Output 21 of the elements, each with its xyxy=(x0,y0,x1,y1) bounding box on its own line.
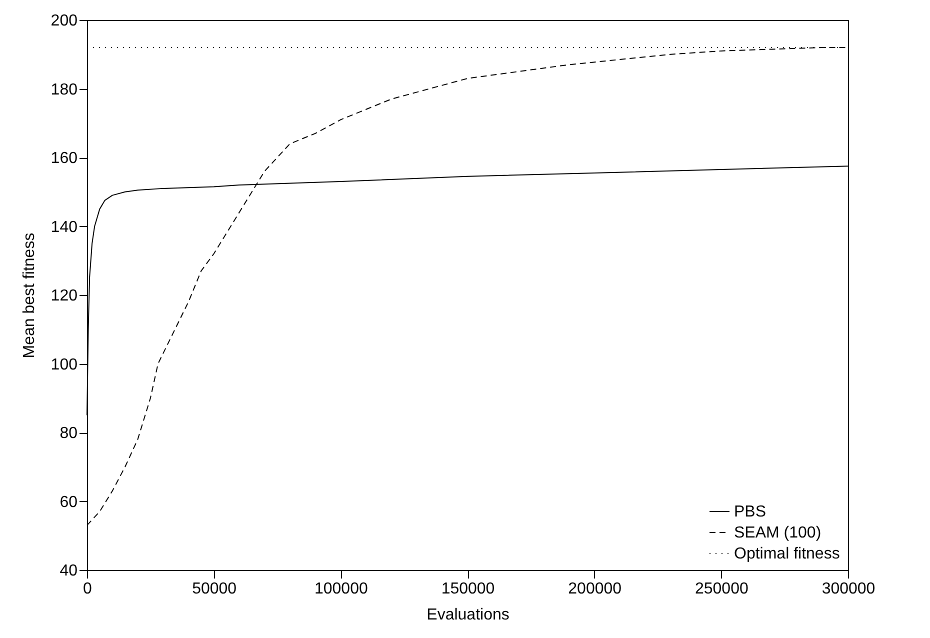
y-tick-label: 80 xyxy=(60,425,78,442)
y-tick-label: 160 xyxy=(50,150,78,167)
y-tick-label: 180 xyxy=(50,81,78,98)
x-tick-label: 250000 xyxy=(694,580,748,598)
x-tick-label: 0 xyxy=(83,580,92,598)
x-tick-label: 150000 xyxy=(441,580,495,598)
x-tick-label: 50000 xyxy=(192,580,237,598)
y-tick-label: 100 xyxy=(50,356,78,374)
y-tick-label: 60 xyxy=(60,494,78,511)
y-tick-label: 140 xyxy=(50,218,78,236)
y-tick-label: 40 xyxy=(60,562,78,580)
legend-label: PBS xyxy=(734,504,766,520)
x-tick-label: 100000 xyxy=(314,580,368,598)
y-axis-title: Mean best fitness xyxy=(20,232,38,358)
legend-label: SEAM (100) xyxy=(734,524,822,542)
y-tick-label: 120 xyxy=(50,288,78,304)
x-tick-label: 200000 xyxy=(568,580,622,598)
legend-label: Optimal fitness xyxy=(734,546,840,562)
x-tick-label: 300000 xyxy=(822,580,876,598)
x-axis-title: Evaluations xyxy=(426,606,510,624)
y-tick-label: 200 xyxy=(50,12,78,30)
